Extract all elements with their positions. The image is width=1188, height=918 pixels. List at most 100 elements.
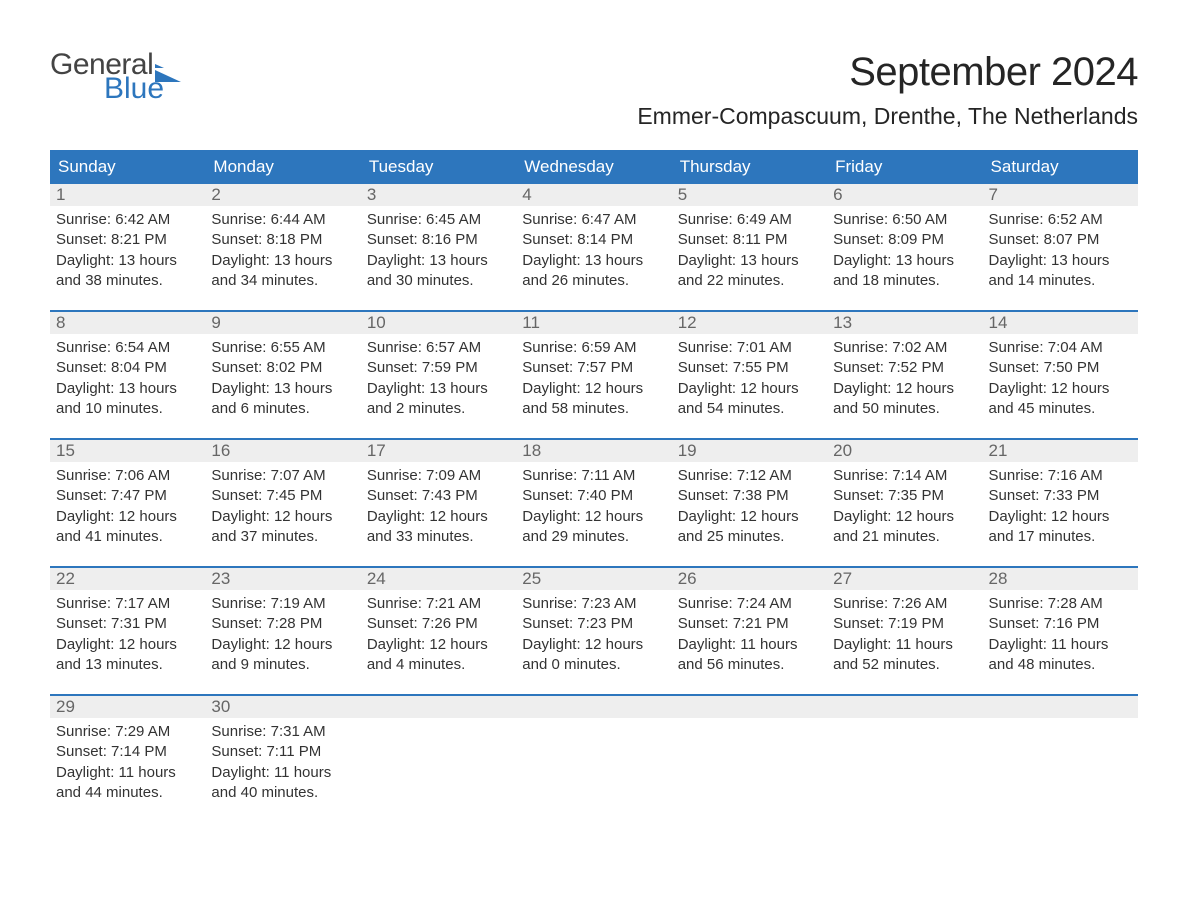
day-line: Sunrise: 6:50 AM — [833, 210, 976, 230]
day-line: Sunset: 7:40 PM — [522, 486, 665, 506]
day-line: Sunrise: 7:04 AM — [989, 338, 1132, 358]
day-body: Sunrise: 6:59 AMSunset: 7:57 PMDaylight:… — [516, 334, 671, 423]
day-line: Sunrise: 7:02 AM — [833, 338, 976, 358]
calendar-week: 29 Sunrise: 7:29 AMSunset: 7:14 PM Dayligh… — [50, 694, 1138, 822]
day-line: and 13 minutes. — [56, 655, 199, 675]
day-line: Sunrise: 6:54 AM — [56, 338, 199, 358]
day-line: Sunrise: 7:29 AM — [56, 722, 199, 742]
day-line: Sunrise: 6:57 AM — [367, 338, 510, 358]
day-line: Sunset: 7:52 PM — [833, 358, 976, 378]
day-line: Sunrise: 6:47 AM — [522, 210, 665, 230]
day-header: Friday — [827, 150, 982, 184]
day-number: 29 — [50, 696, 205, 718]
logo-text-blue: Blue — [50, 74, 181, 104]
day-number: 10 — [361, 312, 516, 334]
day-line: Daylight: 12 hours — [989, 507, 1132, 527]
day-line: Sunrise: 6:59 AM — [522, 338, 665, 358]
day-line: and 10 minutes. — [56, 399, 199, 419]
day-body: Sunrise: 6:55 AMSunset: 8:02 PMDaylight:… — [205, 334, 360, 423]
day-body: Sunrise: 7:19 AMSunset: 7:28 PMDaylight:… — [205, 590, 360, 679]
day-line: Sunset: 7:11 PM — [211, 742, 354, 762]
day-line: Sunset: 7:21 PM — [678, 614, 821, 634]
day-body: Sunrise: 7:28 AMSunset: 7:16 PMDaylight:… — [983, 590, 1138, 679]
day-number — [983, 696, 1138, 718]
day-number: 6 — [827, 184, 982, 206]
day-line: and 44 minutes. — [56, 783, 199, 803]
calendar-cell: 28Sunrise: 7:28 AMSunset: 7:16 PMDayligh… — [983, 568, 1138, 694]
day-line: Sunset: 7:23 PM — [522, 614, 665, 634]
day-number: 13 — [827, 312, 982, 334]
day-line: Sunrise: 7:11 AM — [522, 466, 665, 486]
calendar-cell: 5Sunrise: 6:49 AMSunset: 8:11 PMDaylight… — [672, 184, 827, 310]
day-number: 12 — [672, 312, 827, 334]
day-number: 4 — [516, 184, 671, 206]
calendar-cell: 16Sunrise: 7:07 AMSunset: 7:45 PMDayligh… — [205, 440, 360, 566]
calendar-cell: 17Sunrise: 7:09 AMSunset: 7:43 PMDayligh… — [361, 440, 516, 566]
day-line: Sunrise: 7:16 AM — [989, 466, 1132, 486]
day-line: Daylight: 12 hours — [678, 379, 821, 399]
day-number: 17 — [361, 440, 516, 462]
day-number — [516, 696, 671, 718]
day-line: Daylight: 11 hours — [211, 763, 354, 783]
day-line: and 0 minutes. — [522, 655, 665, 675]
day-line: Daylight: 12 hours — [522, 635, 665, 655]
day-number: 5 — [672, 184, 827, 206]
day-line: Sunrise: 7:17 AM — [56, 594, 199, 614]
calendar-cell: 24Sunrise: 7:21 AMSunset: 7:26 PMDayligh… — [361, 568, 516, 694]
day-line: Daylight: 13 hours — [367, 251, 510, 271]
day-line: and 18 minutes. — [833, 271, 976, 291]
day-line: Sunset: 7:28 PM — [211, 614, 354, 634]
day-line: and 52 minutes. — [833, 655, 976, 675]
day-line: Daylight: 12 hours — [989, 379, 1132, 399]
day-line: and 25 minutes. — [678, 527, 821, 547]
day-number: 20 — [827, 440, 982, 462]
day-body: Sunrise: 7:02 AMSunset: 7:52 PMDaylight:… — [827, 334, 982, 423]
day-line: Daylight: 12 hours — [211, 507, 354, 527]
calendar-cell: 12Sunrise: 7:01 AMSunset: 7:55 PMDayligh… — [672, 312, 827, 438]
day-line: Sunset: 8:09 PM — [833, 230, 976, 250]
day-body: Sunrise: 6:54 AMSunset: 8:04 PMDaylight:… — [50, 334, 205, 423]
day-line: and 2 minutes. — [367, 399, 510, 419]
location: Emmer-Compascuum, Drenthe, The Netherlan… — [637, 103, 1138, 130]
day-body: Sunrise: 7:31 AMSunset: 7:11 PMDaylight:… — [205, 718, 360, 807]
day-header: Wednesday — [516, 150, 671, 184]
calendar-cell — [672, 696, 827, 822]
day-body: Sunrise: 7:26 AMSunset: 7:19 PMDaylight:… — [827, 590, 982, 679]
day-line: Sunrise: 7:23 AM — [522, 594, 665, 614]
day-body: Sunrise: 7:14 AMSunset: 7:35 PMDaylight:… — [827, 462, 982, 551]
day-line: Daylight: 12 hours — [56, 635, 199, 655]
day-line: and 48 minutes. — [989, 655, 1132, 675]
day-header: Sunday — [50, 150, 205, 184]
day-line: and 38 minutes. — [56, 271, 199, 291]
day-line: Sunset: 7:35 PM — [833, 486, 976, 506]
day-body: Sunrise: 7:24 AMSunset: 7:21 PMDaylight:… — [672, 590, 827, 679]
day-line: Daylight: 13 hours — [211, 379, 354, 399]
calendar-week: 22Sunrise: 7:17 AMSunset: 7:31 PMDayligh… — [50, 566, 1138, 694]
day-number: 11 — [516, 312, 671, 334]
calendar-cell: 18Sunrise: 7:11 AMSunset: 7:40 PMDayligh… — [516, 440, 671, 566]
day-line: and 17 minutes. — [989, 527, 1132, 547]
calendar-cell: 1Sunrise: 6:42 AMSunset: 8:21 PMDaylight… — [50, 184, 205, 310]
day-line: Sunset: 7:50 PM — [989, 358, 1132, 378]
day-line: Daylight: 12 hours — [522, 507, 665, 527]
day-line: Sunrise: 7:19 AM — [211, 594, 354, 614]
day-header-row: Sunday Monday Tuesday Wednesday Thursday… — [50, 150, 1138, 184]
day-header: Thursday — [672, 150, 827, 184]
calendar-cell: 2Sunrise: 6:44 AMSunset: 8:18 PMDaylight… — [205, 184, 360, 310]
calendar: Sunday Monday Tuesday Wednesday Thursday… — [50, 150, 1138, 822]
day-body: Sunrise: 6:49 AMSunset: 8:11 PMDaylight:… — [672, 206, 827, 295]
day-line: Sunset: 7:14 PM — [56, 742, 199, 762]
calendar-cell: 9Sunrise: 6:55 AMSunset: 8:02 PMDaylight… — [205, 312, 360, 438]
day-line: Sunset: 7:59 PM — [367, 358, 510, 378]
day-line: Sunrise: 7:07 AM — [211, 466, 354, 486]
day-line: Sunset: 7:43 PM — [367, 486, 510, 506]
calendar-cell: 10Sunrise: 6:57 AMSunset: 7:59 PMDayligh… — [361, 312, 516, 438]
day-line: Daylight: 12 hours — [367, 635, 510, 655]
day-line: Sunset: 8:18 PM — [211, 230, 354, 250]
calendar-cell: 29Sunrise: 7:29 AMSunset: 7:14 PMDayligh… — [50, 696, 205, 822]
day-body: Sunrise: 7:04 AMSunset: 7:50 PMDaylight:… — [983, 334, 1138, 423]
day-body: Sunrise: 6:50 AMSunset: 8:09 PMDaylight:… — [827, 206, 982, 295]
day-number: 14 — [983, 312, 1138, 334]
day-number: 8 — [50, 312, 205, 334]
day-number: 15 — [50, 440, 205, 462]
